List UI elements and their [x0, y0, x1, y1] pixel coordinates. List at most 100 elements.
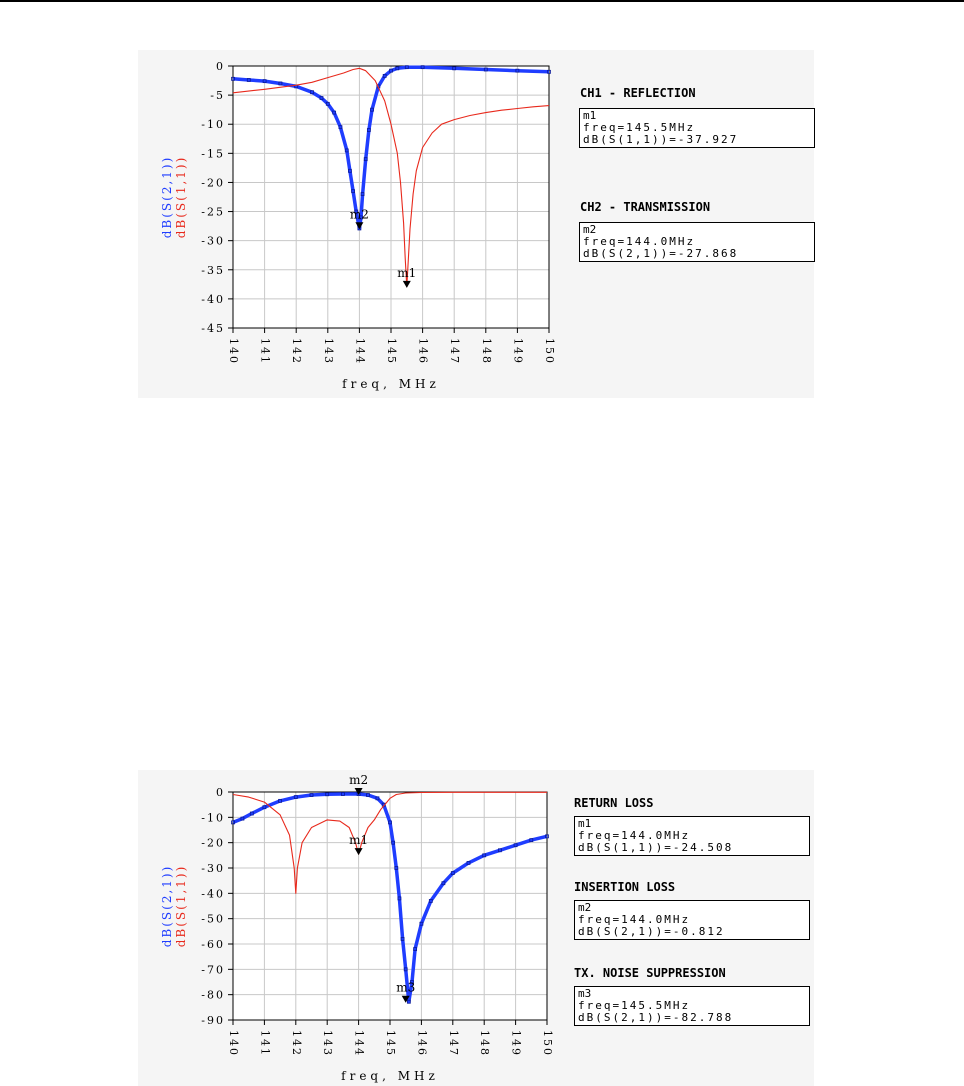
series-s21-point	[351, 189, 355, 194]
x-axis-label: freq, MHz	[342, 377, 440, 391]
marker-2-value: dB(S(2,1))=-27.868	[583, 247, 739, 260]
y-tick-label: -40	[201, 293, 225, 306]
y-tick-label: -30	[201, 862, 225, 875]
marker-triangle	[402, 280, 411, 288]
y-tick-label: -70	[201, 963, 225, 976]
chart-1-panel: 140 141 142 143 144 145 146 147 148 149 150 0 -5 -10 -…	[138, 50, 815, 398]
plot-frame	[232, 791, 548, 1021]
marker-1-name: m1	[578, 817, 592, 830]
marker-3-name: m3	[578, 987, 592, 1000]
x-tick-label: 146	[417, 338, 430, 365]
y-tick-label: -20	[201, 176, 225, 189]
marker-2-value: dB(S(2,1))=-0.812	[578, 925, 725, 938]
series-s21-point	[363, 157, 368, 162]
series-s21-point	[240, 816, 245, 821]
x-tick-label: 143	[321, 1030, 334, 1057]
series-s21-point	[428, 899, 433, 903]
series-s21-point	[400, 937, 405, 941]
series-s21-point	[529, 838, 534, 843]
series-s21-point	[348, 168, 352, 173]
marker-3-title: TX. NOISE SUPPRESSION	[574, 966, 726, 980]
series-s21-point	[391, 840, 396, 845]
series-s21-point	[319, 96, 324, 100]
series-s21-point	[231, 820, 235, 825]
x-tick-label: 140	[227, 338, 240, 365]
marker-2-box: m2 freq=144.0MHz dB(S(2,1))=-0.812	[574, 900, 810, 940]
marker-1-title: RETURN LOSS	[574, 796, 654, 810]
series-s21-point	[310, 90, 314, 95]
x-tick-label: 150	[541, 1030, 554, 1057]
y-tick-label: -10	[201, 811, 225, 824]
series-s21-point	[246, 78, 251, 82]
x-tick-label: 142	[290, 1030, 303, 1057]
x-tick-label: 147	[448, 338, 461, 365]
series-s21-point	[441, 881, 446, 886]
x-tick-label: 148	[478, 1030, 491, 1057]
x-tick-label: 150	[543, 338, 556, 365]
x-tick-label: 149	[511, 338, 524, 365]
series-s21-point	[344, 148, 349, 153]
y-tick-label: 0	[216, 786, 225, 799]
marker-triangle	[355, 222, 364, 230]
marker-1-title: CH1 - REFLECTION	[580, 86, 696, 100]
series-s21-line	[232, 792, 548, 1004]
marker-3-box: m3 freq=145.5MHz dB(S(2,1))=-82.788	[574, 986, 810, 1026]
x-tick-label: 147	[447, 1030, 460, 1057]
y-tick-label: -60	[201, 938, 225, 951]
series-s21-point	[413, 947, 418, 951]
marker-label: m1	[397, 266, 416, 280]
x-tick-label: 141	[258, 1030, 271, 1057]
series-s21-point	[513, 843, 518, 848]
y-tick-label: -45	[201, 322, 225, 335]
series-s21-point	[406, 999, 411, 1004]
y-tick-label: -90	[201, 1014, 225, 1027]
y-tick-label: -35	[201, 264, 225, 277]
series-s21-point	[410, 980, 414, 984]
series-s21-point	[403, 967, 408, 972]
series-s21-point	[354, 209, 359, 214]
series-s21-point	[450, 871, 455, 875]
series-s21-point	[466, 861, 471, 865]
x-tick-label: 149	[510, 1030, 523, 1057]
marker-triangle	[401, 995, 410, 1003]
x-tick-label: 148	[480, 338, 493, 365]
x-tick-label: 141	[259, 338, 272, 365]
series-s21-point	[340, 792, 345, 796]
marker-1-freq: freq=144.0MHz	[578, 829, 691, 842]
series-s21-point	[262, 805, 267, 810]
marker-1-value: dB(S(1,1))=-24.508	[578, 841, 734, 854]
series-s21-point	[366, 793, 370, 797]
series-s21-point	[395, 66, 400, 71]
series-s21-point	[497, 848, 502, 853]
chart-2: 140 141 142 143 144 145 146 147 148 149 150 0 -10 -20…	[160, 773, 554, 1083]
series-s21-point	[419, 921, 424, 926]
x-tick-label: 145	[384, 1030, 397, 1057]
x-tick-label: 146	[415, 1030, 428, 1057]
series-s21-point	[309, 793, 314, 797]
series-s21-point	[397, 896, 402, 901]
marker-triangle	[354, 788, 363, 796]
marker-2-title: INSERTION LOSS	[574, 880, 676, 894]
series-s21-point	[278, 81, 283, 86]
y-tick-label: -25	[201, 206, 225, 219]
plot-frame	[232, 65, 550, 329]
x-tick-label: 142	[290, 338, 303, 365]
y-tick-label: -40	[201, 887, 225, 900]
marker-2-name: m2	[578, 901, 592, 914]
series-s21-point	[375, 796, 380, 801]
y-tick-label: -30	[201, 235, 225, 248]
marker-3-value: dB(S(2,1))=-82.788	[578, 1011, 734, 1024]
series-s21-point	[293, 795, 298, 799]
marker-2-name: m2	[583, 223, 597, 236]
marker-label: m2	[349, 773, 368, 787]
top-rule	[0, 0, 964, 2]
marker-triangle	[354, 848, 363, 856]
y-tick-label: -5	[210, 89, 225, 102]
marker-1-box: m1 freq=144.0MHz dB(S(1,1))=-24.508	[574, 816, 810, 856]
series-s21-point	[262, 79, 267, 84]
series-s21-point	[231, 76, 235, 81]
marker-1-value: dB(S(1,1))=-37.927	[583, 133, 739, 146]
series-s21-point	[545, 834, 549, 839]
series-s21-point	[332, 110, 337, 115]
series-s21-point	[338, 125, 343, 130]
